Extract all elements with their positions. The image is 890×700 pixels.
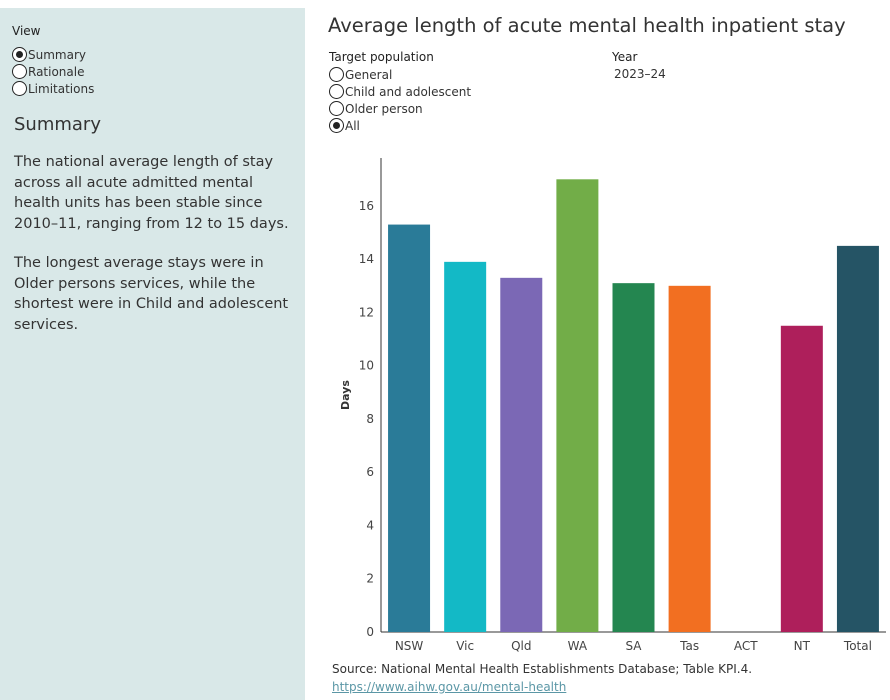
y-axis-title: Days xyxy=(339,380,352,410)
x-tick-label: ACT xyxy=(734,639,758,653)
x-tick-label: NSW xyxy=(395,639,424,653)
sidebar-panel: View Summary Rationale Limitations Summa… xyxy=(0,8,305,700)
radio-unselected-icon xyxy=(329,67,344,82)
view-label: View xyxy=(12,24,41,38)
view-option-summary[interactable]: Summary xyxy=(12,47,86,62)
x-tick-label: Tas xyxy=(679,639,699,653)
bar-wa xyxy=(556,179,599,632)
y-tick-label: 8 xyxy=(366,412,374,426)
target-option-older-person[interactable]: Older person xyxy=(329,101,423,116)
x-tick-label: WA xyxy=(568,639,588,653)
x-tick-label: Qld xyxy=(511,639,531,653)
target-option-label: All xyxy=(345,118,360,133)
target-population-label: Target population xyxy=(329,50,434,64)
x-tick-label: NT xyxy=(794,639,811,653)
x-tick-label: SA xyxy=(625,639,642,653)
target-option-general[interactable]: General xyxy=(329,67,392,82)
y-tick-label: 14 xyxy=(359,252,374,266)
x-tick-label: Vic xyxy=(456,639,474,653)
source-link[interactable]: https://www.aihw.gov.au/mental-health xyxy=(332,680,567,694)
y-tick-label: 10 xyxy=(359,359,374,373)
target-option-all[interactable]: All xyxy=(329,118,360,133)
view-option-rationale[interactable]: Rationale xyxy=(12,64,84,79)
target-option-label: General xyxy=(345,67,393,82)
summary-heading: Summary xyxy=(14,114,101,135)
bar-vic xyxy=(444,261,487,632)
bar-nsw xyxy=(388,224,431,632)
bar-qld xyxy=(500,277,543,632)
radio-unselected-icon xyxy=(329,101,344,116)
year-label: Year xyxy=(612,50,638,64)
target-option-child-adolescent[interactable]: Child and adolescent xyxy=(329,84,471,99)
target-option-label: Older person xyxy=(345,101,423,116)
y-tick-label: 4 xyxy=(366,518,374,532)
y-tick-label: 6 xyxy=(366,465,374,479)
y-tick-label: 12 xyxy=(359,305,374,319)
bar-nt xyxy=(780,325,823,632)
y-tick-label: 16 xyxy=(359,199,374,213)
radio-selected-icon xyxy=(329,118,344,133)
radio-unselected-icon xyxy=(12,64,27,79)
bar-total xyxy=(836,245,879,632)
radio-unselected-icon xyxy=(12,81,27,96)
view-option-label: Summary xyxy=(28,47,86,62)
view-option-label: Rationale xyxy=(28,64,85,79)
radio-unselected-icon xyxy=(329,84,344,99)
bar-tas xyxy=(668,285,711,632)
summary-paragraph-1: The national average length of stay acro… xyxy=(14,154,289,232)
y-tick-label: 0 xyxy=(366,625,374,639)
target-option-label: Child and adolescent xyxy=(345,84,472,99)
x-tick-label: Total xyxy=(843,639,872,653)
view-option-label: Limitations xyxy=(28,81,95,96)
y-tick-label: 2 xyxy=(366,572,374,586)
view-option-limitations[interactable]: Limitations xyxy=(12,81,94,96)
bar-sa xyxy=(612,283,655,632)
page-title: Average length of acute mental health in… xyxy=(328,14,846,37)
source-note: Source: National Mental Health Establish… xyxy=(332,662,753,676)
radio-selected-icon xyxy=(12,47,27,62)
year-value[interactable]: 2023–24 xyxy=(614,67,666,81)
summary-paragraph-2: The longest average stays were in Older … xyxy=(14,255,289,333)
